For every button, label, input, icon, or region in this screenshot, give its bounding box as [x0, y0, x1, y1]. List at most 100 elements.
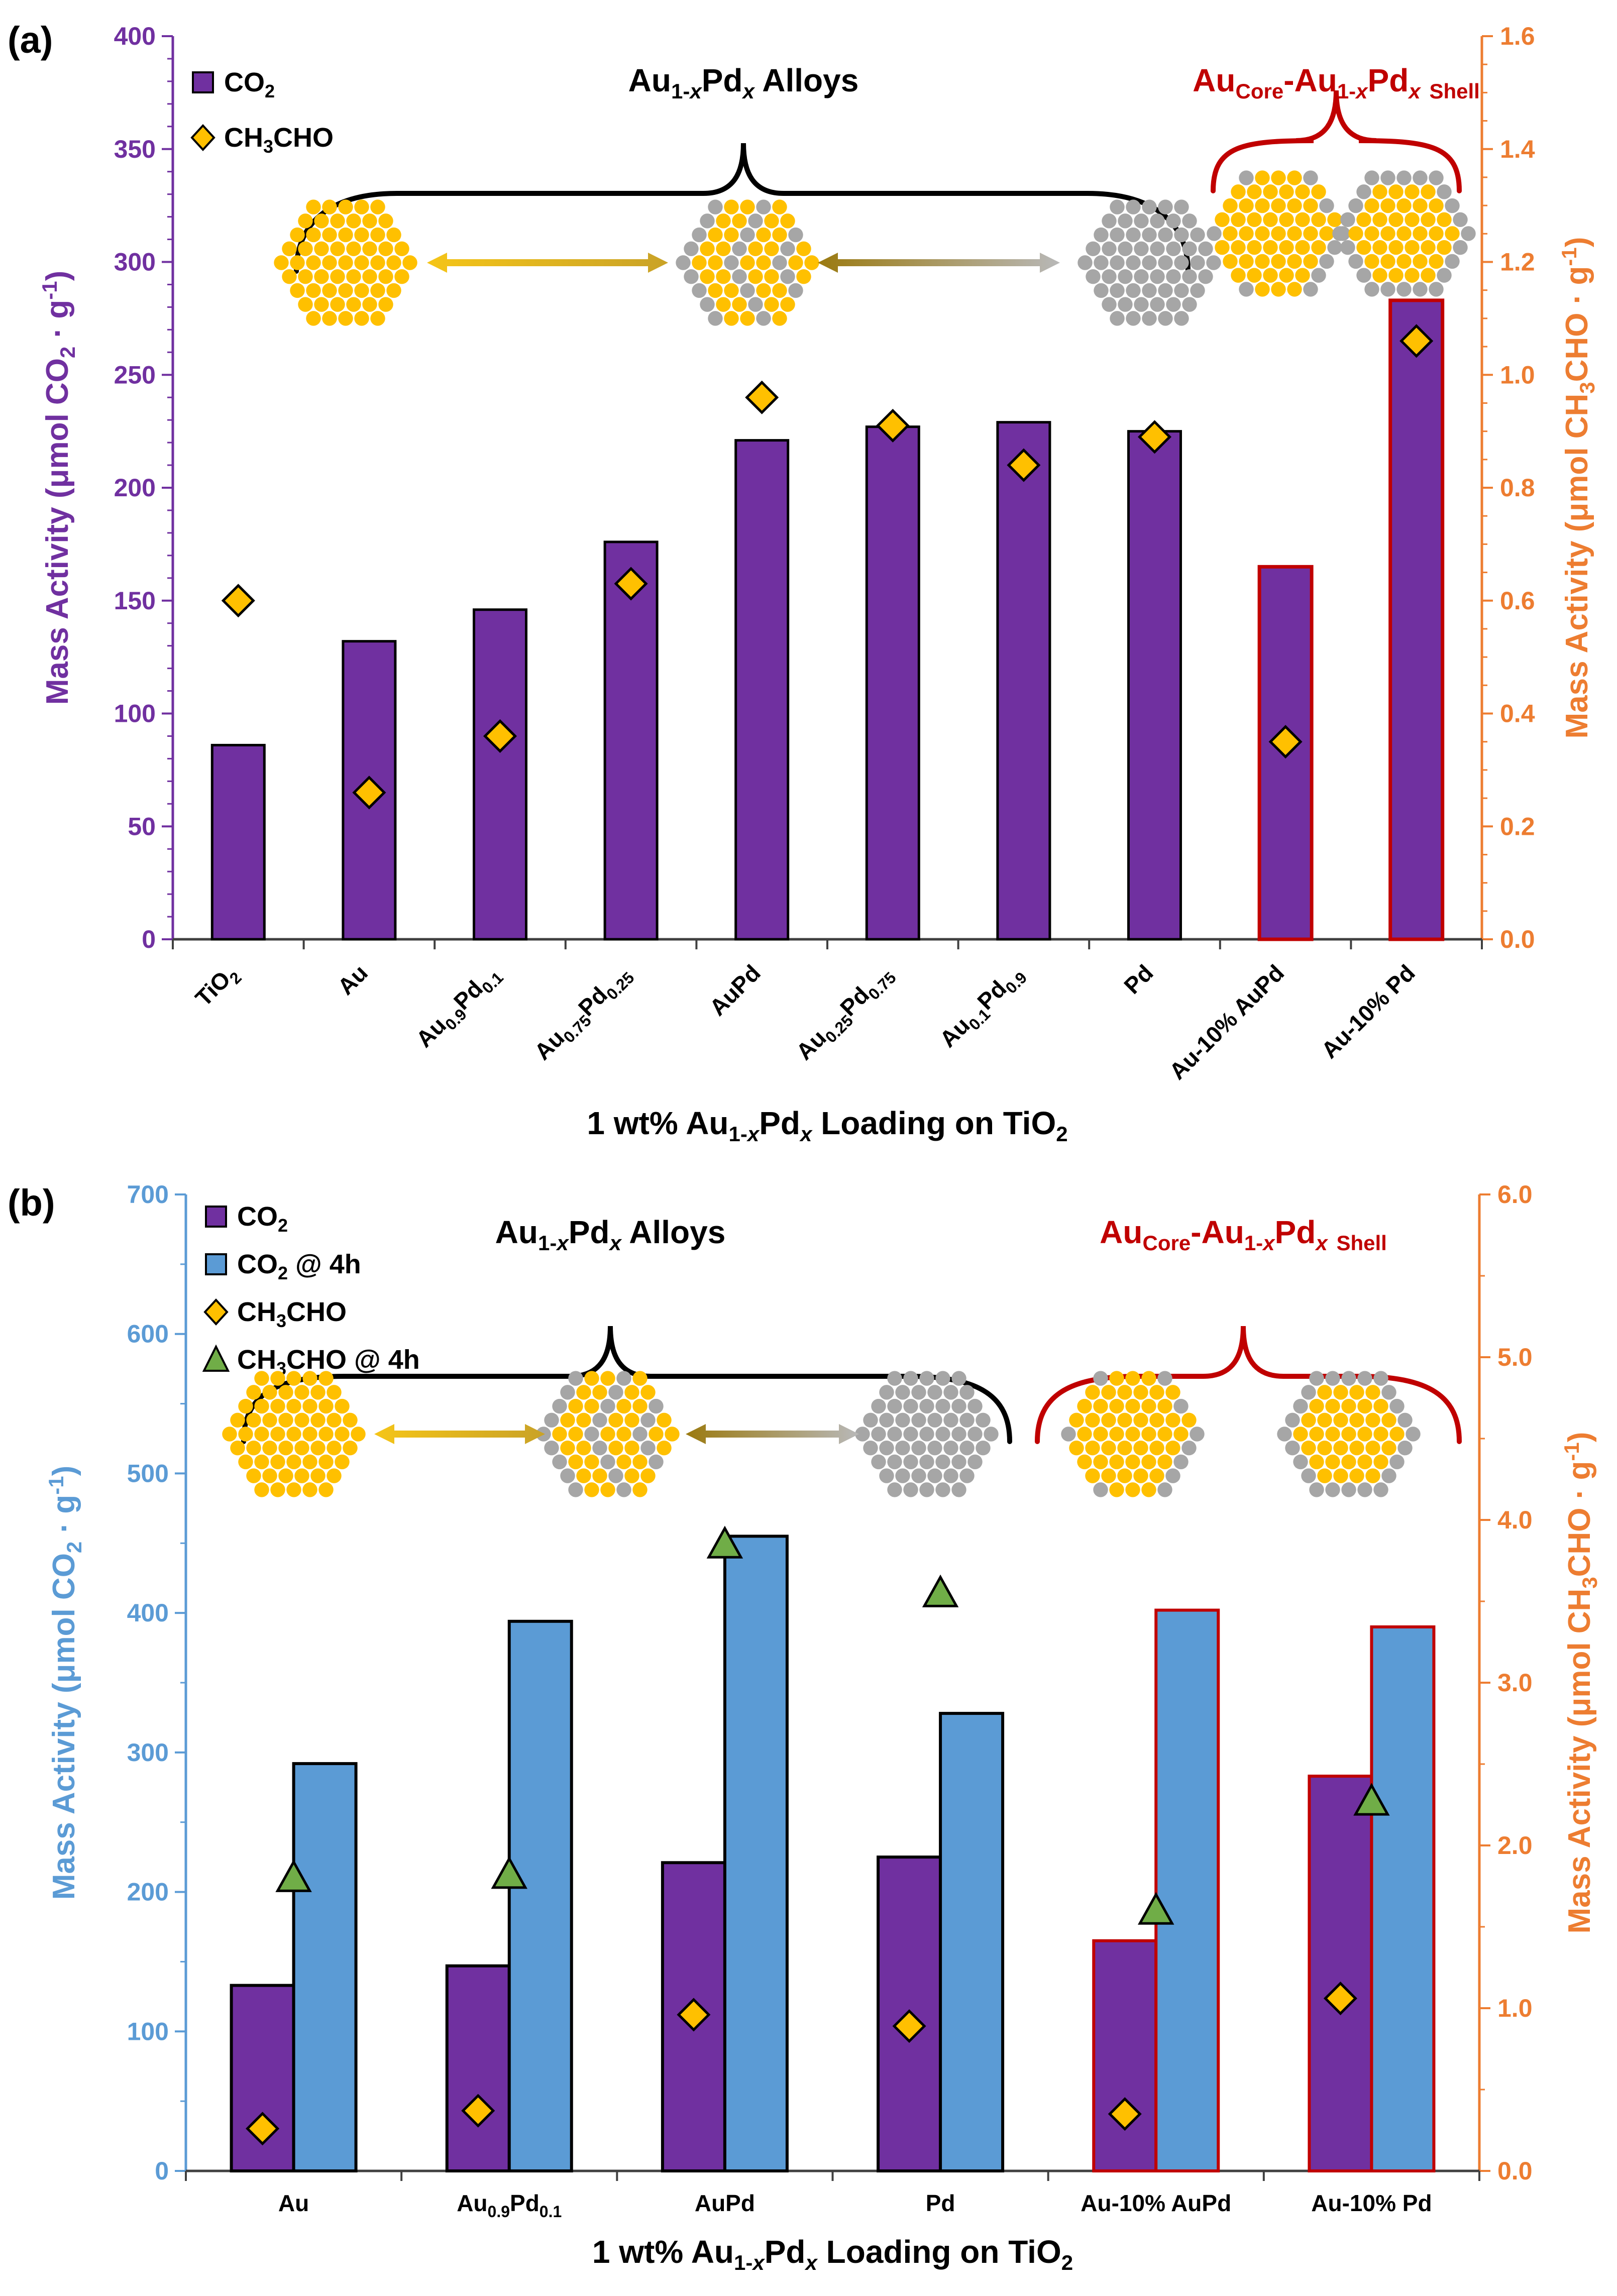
atom [1341, 1398, 1356, 1414]
atom [1182, 241, 1197, 257]
atom [1094, 283, 1109, 298]
atom [378, 213, 393, 229]
atom [378, 241, 393, 257]
y-axis-title: Mass Activity (μmol CO2 · g-1) [38, 271, 79, 705]
atom [1271, 198, 1286, 213]
atom [1094, 227, 1109, 243]
atom [314, 297, 329, 312]
bound-text: Shell [1336, 1231, 1386, 1255]
atom [1356, 184, 1371, 199]
atom [1101, 1385, 1116, 1400]
atom [584, 1427, 599, 1442]
atom [1311, 212, 1326, 228]
atom [1182, 297, 1197, 312]
atom [274, 255, 289, 270]
atom [1372, 184, 1387, 199]
marker-ch3cho [246, 2112, 280, 2146]
atom [568, 1482, 583, 1497]
atom [632, 1454, 648, 1470]
atom [764, 269, 779, 284]
atom [1109, 1454, 1124, 1470]
nanoparticle-icon [1077, 199, 1221, 326]
atom [1174, 199, 1189, 214]
atom [1255, 254, 1270, 269]
atom [959, 1385, 975, 1400]
category-label: AuPd [704, 959, 766, 1021]
atom [1125, 1482, 1140, 1497]
atom [592, 1412, 607, 1428]
atom [262, 1385, 277, 1400]
atom [322, 311, 337, 326]
y2-tick-label: 0.6 [1500, 587, 1535, 615]
atom [1126, 199, 1141, 214]
atom [1126, 227, 1141, 243]
atom [592, 1385, 607, 1400]
atom [1396, 282, 1412, 297]
atom [796, 269, 811, 284]
atom [306, 199, 321, 214]
marker-ch3cho [1323, 1982, 1357, 2016]
atom [1101, 1412, 1116, 1428]
atom [1239, 226, 1254, 241]
atom [544, 1412, 559, 1428]
category-label: Au0.9Pd0.1 [457, 2190, 562, 2221]
atom [1158, 255, 1173, 270]
atom [927, 1440, 942, 1456]
atom [1174, 311, 1189, 326]
nanoparticle-icon [222, 1371, 366, 1497]
atom [343, 1440, 358, 1456]
atom [1380, 198, 1395, 213]
atom [370, 311, 385, 326]
bar-co2 [210, 743, 266, 941]
atom [895, 1412, 910, 1428]
atom [1341, 1482, 1356, 1497]
atom [1158, 199, 1173, 214]
atom [1372, 268, 1387, 283]
bar-co2 [1388, 298, 1445, 941]
atom [322, 227, 337, 243]
atom [302, 1482, 317, 1497]
atom [1279, 212, 1294, 228]
atom [1309, 1371, 1324, 1386]
atom [576, 1440, 591, 1456]
atom [278, 1385, 293, 1400]
atom [1356, 268, 1371, 283]
category-label: Au-10% Pd [1311, 2190, 1432, 2216]
atom [298, 241, 313, 257]
atom [1109, 1398, 1124, 1414]
double-arrow-icon [374, 1424, 545, 1444]
atom [1317, 1412, 1332, 1428]
panel-label: (b) [8, 1182, 55, 1224]
atom [1174, 283, 1189, 298]
atom [286, 1482, 301, 1497]
y-axis-title: Mass Activity (μmol CO2 · g-1) [44, 1466, 86, 1900]
atom [1389, 1427, 1405, 1442]
atom [895, 1385, 910, 1400]
y2-axis-title: Mass Activity (μmol CH3CHO · g-1) [1560, 1432, 1601, 1934]
atom [640, 1385, 656, 1400]
atom [1141, 1482, 1156, 1497]
atom [1381, 1412, 1396, 1428]
y2-tick-label: 4.0 [1497, 1506, 1533, 1534]
atom [943, 1385, 958, 1400]
atom [624, 1412, 639, 1428]
category-label: Au [278, 2190, 309, 2216]
marker-ch3cho [1268, 725, 1303, 759]
atom [632, 1482, 648, 1497]
category-label: AuPd [695, 2190, 755, 2216]
category-label: Au0.25Pd0.75 [791, 959, 900, 1068]
atom [895, 1440, 910, 1456]
atom [732, 213, 747, 229]
atom [1182, 213, 1197, 229]
atom [270, 1454, 285, 1470]
atom [278, 1468, 293, 1483]
legend: CO2 CH3CHO [190, 67, 334, 157]
atom [568, 1371, 583, 1386]
atom [1332, 226, 1347, 241]
atom [1149, 1468, 1164, 1483]
atom [740, 255, 755, 270]
nanoparticle-icon [1332, 170, 1476, 297]
atom [959, 1412, 975, 1428]
atom [262, 1412, 277, 1428]
atom [756, 227, 771, 243]
